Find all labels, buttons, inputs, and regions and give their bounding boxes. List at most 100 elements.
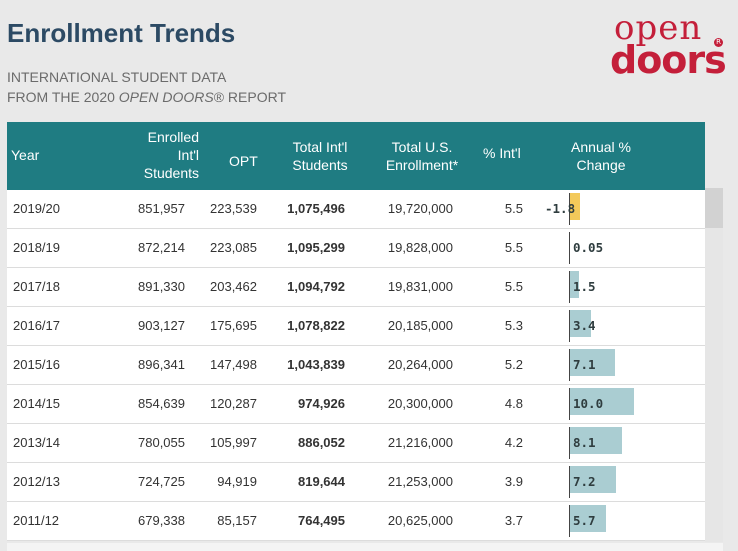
- cell-pct-intl: 5.5: [504, 201, 523, 216]
- subtitle-prefix: FROM THE 2020: [7, 89, 119, 105]
- change-bar-cell: 10.0: [559, 385, 705, 423]
- cell-opt: 223,539: [210, 201, 257, 216]
- header-enrolled-line-3: Students: [143, 165, 199, 181]
- cell-year: 2013/14: [13, 435, 60, 450]
- cell-total-us: 20,264,000: [387, 357, 453, 372]
- cell-year: 2017/18: [13, 279, 60, 294]
- header-year: Year: [11, 147, 40, 163]
- cell-total-intl: 1,094,792: [287, 279, 345, 294]
- change-bar-cell: 8.1: [559, 424, 705, 462]
- change-bar: [569, 388, 634, 415]
- enrollment-table: Year Enrolled Int'l Students OPT Total I…: [7, 122, 705, 541]
- cell-opt: 120,287: [210, 396, 257, 411]
- change-bar-label: 7.2: [573, 474, 596, 489]
- change-bar-label: 3.4: [573, 318, 596, 333]
- header-total-intl: Total Int'l Students: [285, 138, 355, 174]
- cell-pct-intl: 5.3: [504, 318, 523, 333]
- subtitle-brand: OPEN DOORS: [118, 89, 214, 105]
- logo-doors-text: doors: [610, 38, 727, 82]
- scrollbar-thumb[interactable]: [705, 188, 723, 228]
- cell-total-intl: 764,495: [298, 513, 345, 528]
- table-row: 2012/13 724,725 94,919 819,644 21,253,000 3.9…: [7, 463, 705, 502]
- scrollbar-track[interactable]: [705, 188, 723, 542]
- cell-pct-intl: 4.8: [504, 396, 523, 411]
- cell-total-us: 19,831,000: [387, 279, 453, 294]
- cell-enrolled: 872,214: [138, 240, 185, 255]
- change-zero-axis: [569, 310, 570, 342]
- table-row: 2014/15 854,639 120,287 974,926 20,300,000 4.…: [7, 385, 705, 424]
- header-total-line-2: Students: [292, 157, 348, 173]
- change-zero-axis: [569, 388, 570, 420]
- header-enrolled-line-1: Enrolled: [147, 129, 199, 145]
- cell-pct-intl: 5.2: [504, 357, 523, 372]
- header-us-line-2: Enrollment*: [385, 157, 459, 173]
- change-bar-label: 1.5: [573, 279, 596, 294]
- cell-total-us: 21,253,000: [387, 474, 453, 489]
- cell-enrolled: 780,055: [138, 435, 185, 450]
- cell-year: 2014/15: [13, 396, 60, 411]
- change-bar-label: 7.1: [573, 357, 596, 372]
- cell-opt: 147,498: [210, 357, 257, 372]
- change-bar-cell: 0.05: [559, 229, 705, 267]
- cell-opt: 94,919: [217, 474, 257, 489]
- logo-open-text: open: [614, 8, 703, 48]
- change-zero-axis: [569, 232, 570, 264]
- cell-enrolled: 851,957: [138, 201, 185, 216]
- table-row: 2013/14 780,055 105,997 886,052 21,216,000 4.…: [7, 424, 705, 463]
- cell-total-us: 19,720,000: [387, 201, 453, 216]
- cell-total-intl: 974,926: [298, 396, 345, 411]
- cell-enrolled: 891,330: [138, 279, 185, 294]
- table-body: 2019/20 851,957 223,539 1,075,496 19,720,000…: [7, 190, 705, 541]
- change-bar-label: 10.0: [573, 396, 604, 411]
- change-bar-cell: 7.1: [559, 346, 705, 384]
- cell-total-intl: 886,052: [298, 435, 345, 450]
- cell-total-intl: 1,043,839: [287, 357, 345, 372]
- logo-registered-mark: R: [714, 38, 723, 47]
- cell-enrolled: 854,639: [138, 396, 185, 411]
- cell-total-intl: 1,078,822: [287, 318, 345, 333]
- bottom-divider: [7, 543, 723, 551]
- header-enrolled: Enrolled Int'l Students: [133, 128, 199, 182]
- table-header: Year Enrolled Int'l Students OPT Total I…: [7, 122, 705, 190]
- cell-total-us: 21,216,000: [387, 435, 453, 450]
- change-zero-axis: [569, 271, 570, 303]
- cell-year: 2015/16: [13, 357, 60, 372]
- page-subtitle: INTERNATIONAL STUDENT DATA FROM THE 2020…: [7, 67, 286, 107]
- header-annual-line-2: Change: [576, 157, 626, 173]
- cell-total-intl: 1,095,299: [287, 240, 345, 255]
- cell-total-intl: 1,075,496: [287, 201, 345, 216]
- change-bar-label: 5.7: [573, 513, 596, 528]
- subtitle-line-1: INTERNATIONAL STUDENT DATA: [7, 69, 227, 85]
- change-bar: [569, 310, 592, 337]
- cell-opt: 223,085: [210, 240, 257, 255]
- cell-year: 2018/19: [13, 240, 60, 255]
- header-annual-change: Annual % Change: [559, 138, 643, 174]
- cell-pct-intl: 3.7: [504, 513, 523, 528]
- cell-year: 2016/17: [13, 318, 60, 333]
- header-total-line-1: Total Int'l: [292, 139, 348, 155]
- cell-pct-intl: 5.5: [504, 240, 523, 255]
- change-zero-axis: [569, 466, 570, 498]
- open-doors-logo[interactable]: open R doors: [608, 8, 730, 82]
- change-bar-cell: 3.4: [559, 307, 705, 345]
- cell-opt: 203,462: [210, 279, 257, 294]
- change-bar-cell: 1.5: [559, 268, 705, 306]
- change-bar: [569, 466, 616, 493]
- cell-total-intl: 819,644: [298, 474, 345, 489]
- subtitle-suffix: REPORT: [224, 89, 286, 105]
- cell-enrolled: 903,127: [138, 318, 185, 333]
- header-us-line-1: Total U.S.: [391, 139, 453, 155]
- change-bar: [569, 271, 579, 298]
- cell-year: 2019/20: [13, 201, 60, 216]
- change-bar-label: 8.1: [573, 435, 596, 450]
- header-total-us: Total U.S. Enrollment*: [377, 138, 467, 174]
- change-bar-cell: 7.2: [559, 463, 705, 501]
- change-bar: [569, 349, 616, 376]
- cell-opt: 105,997: [210, 435, 257, 450]
- table-row: 2019/20 851,957 223,539 1,075,496 19,720,000…: [7, 190, 705, 229]
- change-bar: [569, 505, 607, 532]
- table-row: 2011/12 679,338 85,157 764,495 20,625,000 3.7…: [7, 502, 705, 541]
- page-title: Enrollment Trends: [7, 18, 236, 48]
- change-zero-axis: [569, 349, 570, 381]
- change-bar: [569, 193, 580, 220]
